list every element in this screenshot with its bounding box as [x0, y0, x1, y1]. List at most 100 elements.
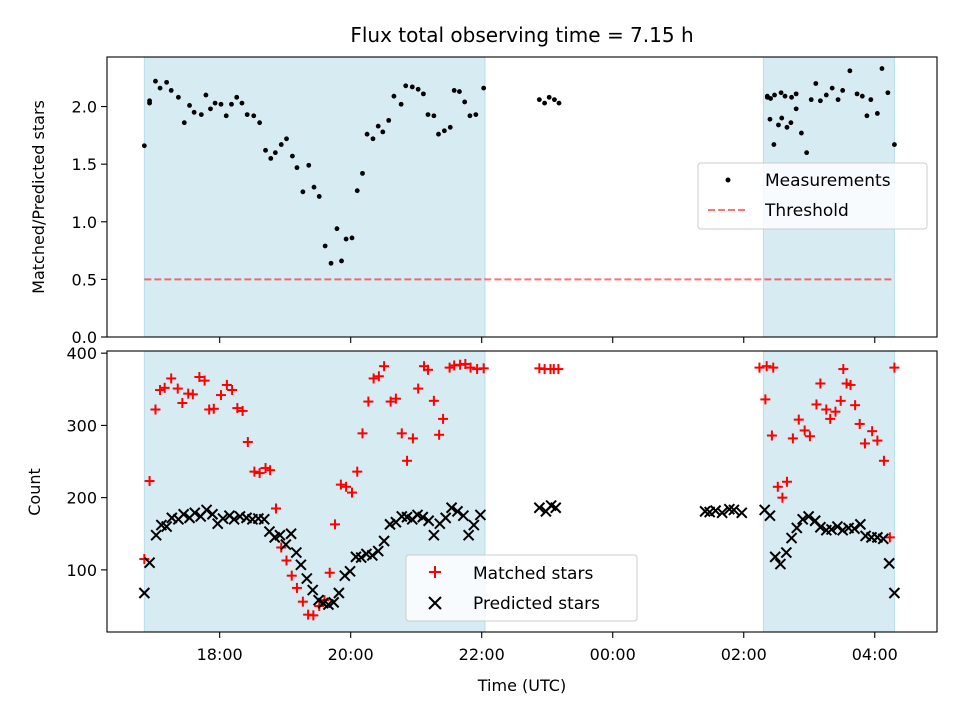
matched-star-19: [242, 437, 253, 448]
matched-star-24: [271, 503, 282, 514]
matched-star-87: [854, 418, 865, 429]
measurement-point-95: [767, 116, 773, 122]
measurement-point-16: [229, 101, 234, 107]
measurement-point-99: [784, 124, 790, 130]
matched-star-92: [884, 532, 895, 543]
matched-star-62: [478, 363, 489, 374]
predicted-star-29: [301, 572, 313, 585]
matched-star-35: [329, 519, 340, 530]
predicted-star-58: [462, 529, 475, 541]
predicted-star-26: [285, 528, 297, 540]
predicted-star-42: [372, 545, 384, 557]
measurement-point-19: [244, 112, 250, 118]
measurement-point-27: [289, 153, 295, 159]
matched-star-23: [265, 465, 276, 476]
top-ytick-label-1: 0.5: [72, 270, 97, 289]
measurement-point-30: [306, 162, 312, 168]
top-axes-frame: [106, 56, 938, 338]
chart-title: Flux total observing time = 7.15 h: [350, 23, 693, 47]
matched-star-59: [460, 359, 471, 370]
predicted-star-77: [785, 532, 798, 544]
predicted-star-28: [295, 559, 307, 571]
measurement-point-93: [147, 100, 152, 106]
bottom-legend: Matched stars Predicted stars: [405, 554, 638, 622]
measurement-point-34: [328, 260, 334, 266]
matched-star-74: [787, 433, 798, 444]
top-ytick-label-0: 0.0: [72, 328, 97, 347]
measurement-point-42: [370, 136, 376, 142]
top-shaded-interval-0: [143, 56, 486, 338]
matched-star-93: [889, 362, 900, 373]
matched-star-28: [291, 582, 302, 593]
measurement-point-56: [447, 124, 453, 130]
measurement-point-55: [441, 128, 447, 134]
predicted-star-80: [802, 510, 815, 523]
measurement-point-79: [817, 98, 823, 104]
legend-measurements-marker: [725, 177, 731, 183]
matched-star-68: [754, 362, 765, 373]
bot-ytick-label-1: 200: [66, 489, 97, 508]
measurement-point-96: [771, 142, 777, 147]
measurement-point-100: [788, 120, 794, 126]
matched-star-88: [859, 438, 870, 449]
bottom-axes-frame: [106, 350, 938, 633]
matched-star-67: [553, 364, 564, 375]
measurement-point-90: [879, 66, 885, 71]
measurement-points: [141, 66, 897, 266]
matched-star-95: [768, 362, 779, 373]
measurement-point-72: [782, 93, 788, 99]
predicted-star-24: [274, 529, 286, 541]
matched-star-41: [363, 396, 374, 407]
measurement-point-88: [868, 97, 874, 103]
predicted-star-71: [736, 507, 748, 519]
matched-star-44: [379, 361, 390, 372]
matched-star-89: [867, 426, 878, 437]
matched-star-38: [347, 487, 358, 498]
measurement-point-49: [409, 84, 415, 90]
matched-star-45: [385, 396, 396, 407]
measurement-point-21: [257, 120, 263, 126]
matched-star-56: [444, 362, 455, 373]
matched-star-52: [422, 364, 433, 375]
measurement-point-91: [885, 90, 891, 96]
measurement-point-101: [793, 106, 799, 112]
matched-stars-points: [139, 359, 900, 621]
matched-star-25: [276, 542, 287, 553]
matched-star-37: [341, 481, 352, 492]
measurement-point-47: [398, 101, 404, 107]
bot-ytick-label-2: 300: [66, 416, 97, 435]
measurement-point-98: [779, 115, 785, 121]
matched-star-34: [324, 567, 335, 578]
measurement-point-97: [776, 122, 781, 128]
predicted-star-27: [290, 546, 303, 559]
matched-star-48: [402, 455, 413, 466]
measurement-point-3: [157, 85, 163, 91]
measurement-point-31: [311, 184, 317, 190]
matched-star-55: [438, 413, 449, 424]
matched-star-79: [815, 378, 826, 389]
matched-star-42: [368, 373, 379, 384]
predicted-star-76: [780, 546, 793, 559]
top-ytick-label-2: 1.0: [72, 213, 97, 232]
legend-predicted-marker: [428, 596, 442, 610]
matched-star-3: [155, 385, 166, 396]
measurement-point-38: [349, 235, 355, 241]
matched-star-9: [187, 389, 198, 400]
measurement-point-37: [343, 236, 349, 242]
predicted-star-43: [378, 535, 390, 547]
top-legend: Measurements Threshold: [697, 162, 928, 230]
measurement-point-15: [223, 113, 229, 119]
measurement-point-8: [187, 102, 192, 108]
measurement-point-0: [141, 143, 147, 149]
measurement-point-24: [272, 150, 278, 156]
predicted-star-79: [796, 513, 809, 526]
predicted-star-11: [200, 504, 213, 516]
predicted-star-21: [258, 513, 270, 526]
matched-star-76: [799, 425, 810, 436]
bot-xtick-label-2: 22:00: [459, 645, 505, 664]
matched-star-27: [286, 570, 297, 581]
top-x-ticks: [219, 337, 876, 343]
bot-xtick-label-1: 20:00: [328, 645, 374, 664]
measurement-point-4: [164, 79, 170, 85]
matched-star-16: [227, 385, 238, 396]
